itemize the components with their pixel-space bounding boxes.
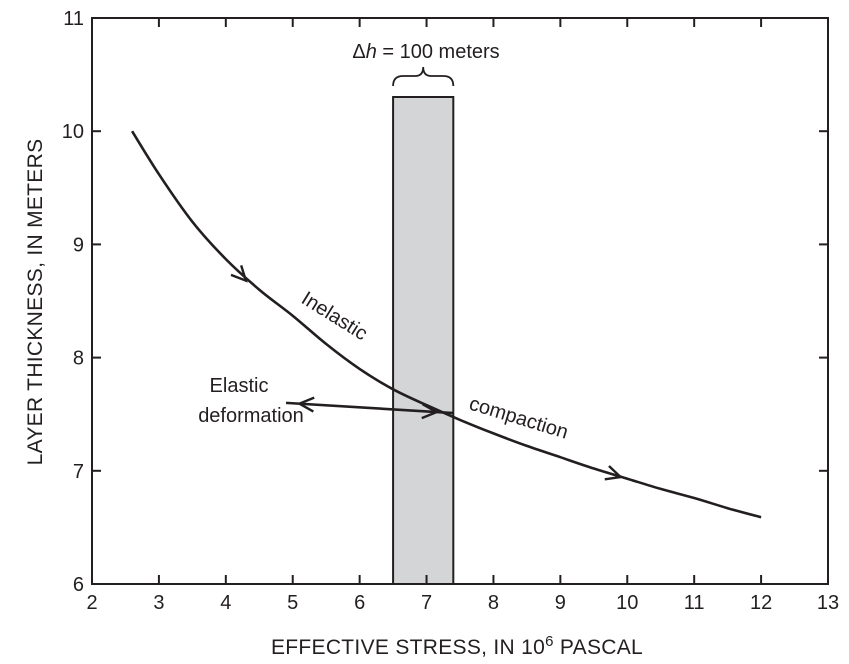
x-axis-title-suffix: PASCAL bbox=[554, 636, 643, 659]
y-tick-label: 10 bbox=[62, 121, 84, 143]
compaction-label: compaction bbox=[467, 393, 571, 444]
y-axis-title: LAYER THICKNESS, IN METERS bbox=[24, 139, 47, 466]
x-tick-label: 5 bbox=[287, 592, 298, 614]
curve-arrow-upper bbox=[230, 264, 248, 283]
x-tick-label: 12 bbox=[750, 592, 772, 614]
x-tick-label: 11 bbox=[684, 592, 705, 614]
x-tick-label: 13 bbox=[817, 592, 839, 614]
x-tick-labels: 2 3 4 5 6 7 8 9 10 11 12 13 bbox=[86, 592, 839, 614]
band-label-symbol: Δ bbox=[352, 41, 365, 63]
x-tick-label: 7 bbox=[421, 592, 432, 614]
y-tick-label: 9 bbox=[73, 234, 84, 256]
y-tick-label: 11 bbox=[63, 8, 84, 30]
band-label-rest: = 100 meters bbox=[377, 41, 500, 63]
curve-arrow-lower bbox=[604, 465, 624, 481]
inelastic-label: Inelastic bbox=[297, 288, 371, 346]
x-axis-title-main: EFFECTIVE STRESS, IN 10 bbox=[271, 636, 545, 659]
band-label-var: h bbox=[366, 41, 377, 63]
x-tick-label: 4 bbox=[220, 592, 231, 614]
y-tick-labels: 6 7 8 9 10 11 bbox=[62, 8, 84, 596]
y-tick-label: 8 bbox=[73, 348, 84, 370]
x-axis-title: EFFECTIVE STRESS, IN 106 PASCAL bbox=[271, 633, 643, 659]
x-tick-label: 2 bbox=[86, 592, 97, 614]
y-tick-label: 6 bbox=[73, 574, 84, 596]
x-tick-label: 8 bbox=[488, 592, 499, 614]
plot-frame bbox=[91, 17, 829, 585]
deformation-label: deformation bbox=[198, 405, 304, 427]
y-tick-label: 7 bbox=[73, 461, 84, 483]
axis-ticks bbox=[91, 17, 829, 585]
x-tick-label: 10 bbox=[616, 592, 638, 614]
elastic-label: Elastic bbox=[210, 375, 269, 397]
x-tick-label: 3 bbox=[153, 592, 164, 614]
shaded-band bbox=[392, 96, 455, 585]
band-brace bbox=[392, 66, 455, 87]
x-axis-title-sup: 6 bbox=[545, 633, 554, 650]
x-tick-label: 9 bbox=[555, 592, 566, 614]
x-tick-label: 6 bbox=[354, 592, 365, 614]
band-label: Δh = 100 meters bbox=[352, 41, 499, 63]
elastic-deformation-line bbox=[285, 401, 454, 415]
